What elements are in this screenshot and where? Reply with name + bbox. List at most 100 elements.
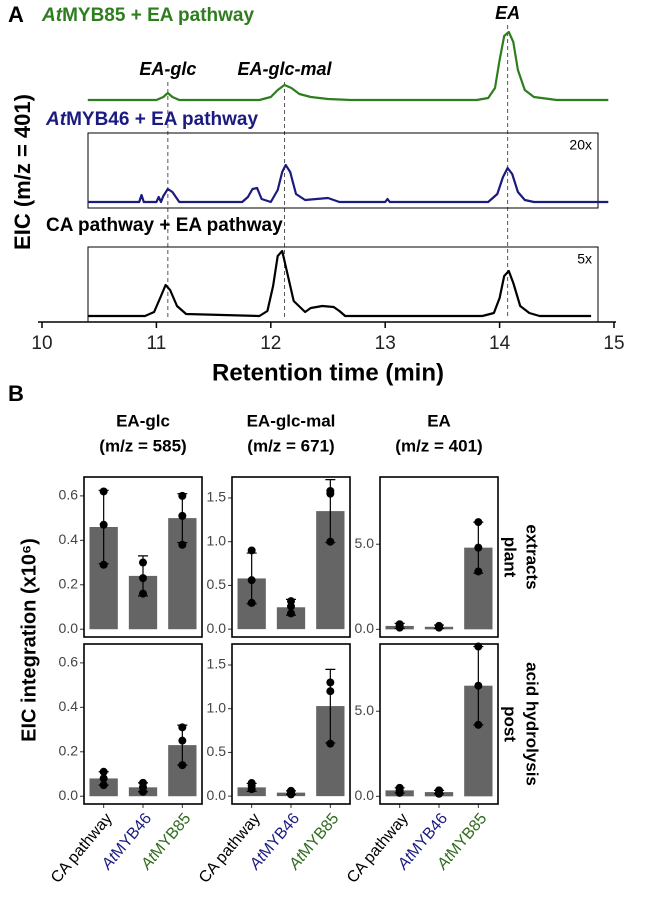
y-tick-label: 0.4 (59, 698, 79, 714)
data-point (178, 723, 187, 732)
y-tick-label: 0.0 (59, 620, 79, 636)
data-point (326, 739, 335, 748)
facet-row-label: post (501, 706, 520, 742)
data-point (99, 781, 108, 790)
panel-frame (231, 476, 351, 638)
data-point (326, 687, 335, 696)
data-point (326, 537, 335, 546)
x-tick-label-text: MYB85 (148, 810, 195, 861)
data-point (395, 788, 404, 797)
data-point (247, 576, 256, 585)
data-point (474, 518, 483, 527)
peak-label: EA (495, 3, 520, 23)
trace (87, 249, 592, 318)
y-tick-label: 0.2 (59, 575, 79, 591)
y-axis-title: EIC integration (x10⁶) (18, 538, 40, 742)
x-tick-label-text: MYB85 (444, 810, 491, 861)
y-tick-label: 5.0 (355, 702, 375, 718)
data-point (178, 761, 187, 770)
data-point (247, 546, 256, 555)
panel-frame (231, 643, 351, 805)
y-tick-label: 1.0 (207, 699, 227, 715)
y-tick-label: 1.5 (207, 656, 227, 672)
data-point (326, 678, 335, 687)
data-point (139, 787, 147, 796)
data-point (99, 560, 108, 569)
series-label-prefix: At (45, 109, 67, 130)
data-point (474, 681, 483, 690)
y-tick-label: 1.5 (207, 489, 227, 505)
data-point (178, 511, 187, 520)
series-label: CA pathway + EA pathway (46, 215, 283, 236)
facet-subtitle: (m/z = 671) (247, 436, 334, 455)
y-tick-label: 0.5 (207, 576, 227, 592)
zoom-label: 20x (569, 137, 592, 153)
x-tick-label: 11 (147, 333, 167, 354)
y-tick-label: 0.6 (59, 487, 79, 503)
x-tick-label: 15 (603, 333, 624, 354)
panel-label: B (8, 381, 24, 406)
data-point (99, 487, 108, 496)
panel-frame (379, 476, 499, 638)
data-point (178, 540, 187, 549)
facet-title: EA-glc-mal (247, 411, 336, 430)
y-tick-label: 0.0 (59, 787, 79, 803)
x-tick-label: 10 (31, 333, 52, 354)
y-tick-label: 0.0 (207, 787, 227, 803)
x-axis-title: Retention time (min) (212, 359, 444, 386)
y-tick-label: 0.0 (207, 620, 227, 636)
data-point (178, 491, 187, 500)
data-point (326, 489, 335, 498)
data-point (474, 543, 483, 552)
y-tick-label: 0.6 (59, 654, 79, 670)
panel-frame (83, 643, 203, 805)
x-tick-label-text: CA pathway (196, 810, 264, 886)
facet-row-label: plant (501, 537, 520, 578)
panel-frame (379, 643, 499, 805)
series-label: AtMYB85 + EA pathway (41, 5, 254, 26)
y-tick-label: 0.0 (355, 787, 375, 803)
series-label-name: CA pathway + EA pathway (46, 215, 283, 236)
facet-title: EA (427, 411, 451, 430)
zoom-box (87, 246, 599, 323)
bar (276, 607, 306, 630)
zoom-label: 5x (577, 251, 592, 267)
x-tick-label-text: CA pathway (344, 810, 412, 886)
panel-frame (83, 476, 203, 638)
peak-label: EA-glc (139, 59, 196, 79)
data-point (139, 558, 147, 567)
facet-subtitle: (m/z = 401) (395, 436, 482, 455)
y-tick-label: 0.0 (355, 620, 375, 636)
data-point (247, 598, 256, 607)
x-tick-label-text: MYB85 (296, 810, 343, 861)
y-tick-label: 0.2 (59, 742, 79, 758)
data-point (99, 520, 108, 529)
data-point (287, 790, 295, 799)
data-point (287, 602, 295, 611)
trace (87, 163, 609, 204)
x-tick-label: CA pathway (344, 810, 412, 886)
y-axis-title: EIC (m/z = 401) (10, 94, 35, 250)
x-tick-label: 13 (375, 333, 396, 354)
series-label-name: MYB46 + EA pathway (66, 109, 258, 130)
zoom-box (87, 132, 599, 209)
data-point (287, 609, 295, 618)
x-tick-label: CA pathway (48, 810, 116, 886)
facet-row-label: extracts (523, 524, 542, 589)
series-label-prefix: At (41, 5, 63, 26)
data-point (395, 623, 404, 632)
x-tick-label: 14 (489, 333, 511, 354)
data-point (139, 589, 147, 598)
facet-row-label: acid hydrolysis (523, 662, 542, 786)
facet-title: EA-glc (116, 411, 170, 430)
y-tick-label: 0.4 (59, 531, 79, 547)
panel-label: A (8, 2, 24, 27)
x-tick-label-text: CA pathway (48, 810, 116, 886)
series-label-name: MYB85 + EA pathway (62, 5, 254, 26)
y-tick-label: 5.0 (355, 535, 375, 551)
data-point (178, 736, 187, 745)
series-label: AtMYB46 + EA pathway (45, 109, 258, 130)
data-point (99, 774, 108, 783)
y-tick-label: 1.0 (207, 532, 227, 548)
x-tick-label: 12 (260, 333, 281, 354)
